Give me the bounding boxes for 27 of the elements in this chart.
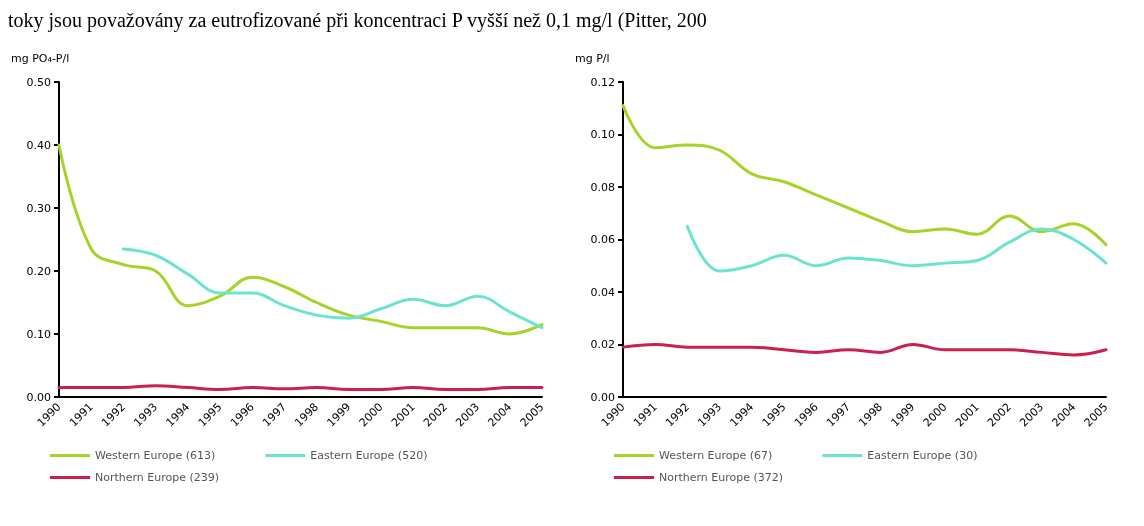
y-tick-label: 0.10 [590, 128, 615, 141]
y-tick-label: 0.08 [590, 180, 615, 194]
y-tick-label: 0.40 [26, 138, 51, 152]
y-tick-label: 0.06 [590, 233, 615, 246]
legend-label: Northern Europe (239) [95, 471, 220, 484]
line-series [121, 247, 544, 330]
y-tick-label: 0.20 [26, 264, 51, 278]
legend-label: Eastern Europe (520) [310, 449, 428, 462]
line-series [621, 343, 1108, 357]
y-axis-title: mg P/l [575, 52, 610, 65]
legend-label: Northern Europe (372) [659, 471, 784, 484]
y-axis-title: mg PO₄-P/l [11, 52, 70, 65]
y-tick-label: 0.02 [590, 338, 615, 351]
y-tick-label: 0.10 [26, 327, 51, 341]
line-series [621, 104, 1108, 247]
y-tick-label: 0.00 [590, 390, 615, 404]
y-tick-label: 0.04 [590, 285, 615, 299]
legend-label: Western Europe (613) [95, 449, 216, 462]
line-series [685, 224, 1108, 273]
line-series [57, 143, 544, 336]
text: toky jsou považovány za eutrofizované při koncentraci P vyšší než 0,1 mg/l (Pitter, 200 [8, 8, 708, 32]
legend-label: Eastern Europe (30) [867, 449, 978, 462]
legend-label: Western Europe (67) [659, 449, 773, 462]
y-tick-label: 0.00 [26, 390, 51, 404]
y-tick-label: 0.30 [26, 201, 51, 215]
y-tick-label: 0.12 [590, 75, 615, 89]
y-tick-label: 0.50 [26, 75, 51, 89]
